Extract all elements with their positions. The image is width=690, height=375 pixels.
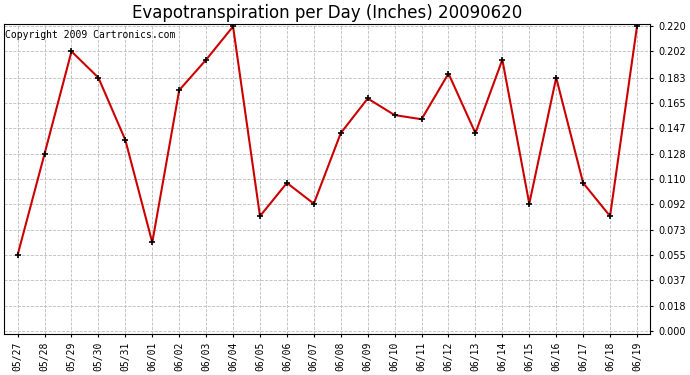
Text: Copyright 2009 Cartronics.com: Copyright 2009 Cartronics.com [6, 30, 176, 40]
Title: Evapotranspiration per Day (Inches) 20090620: Evapotranspiration per Day (Inches) 2009… [132, 4, 522, 22]
